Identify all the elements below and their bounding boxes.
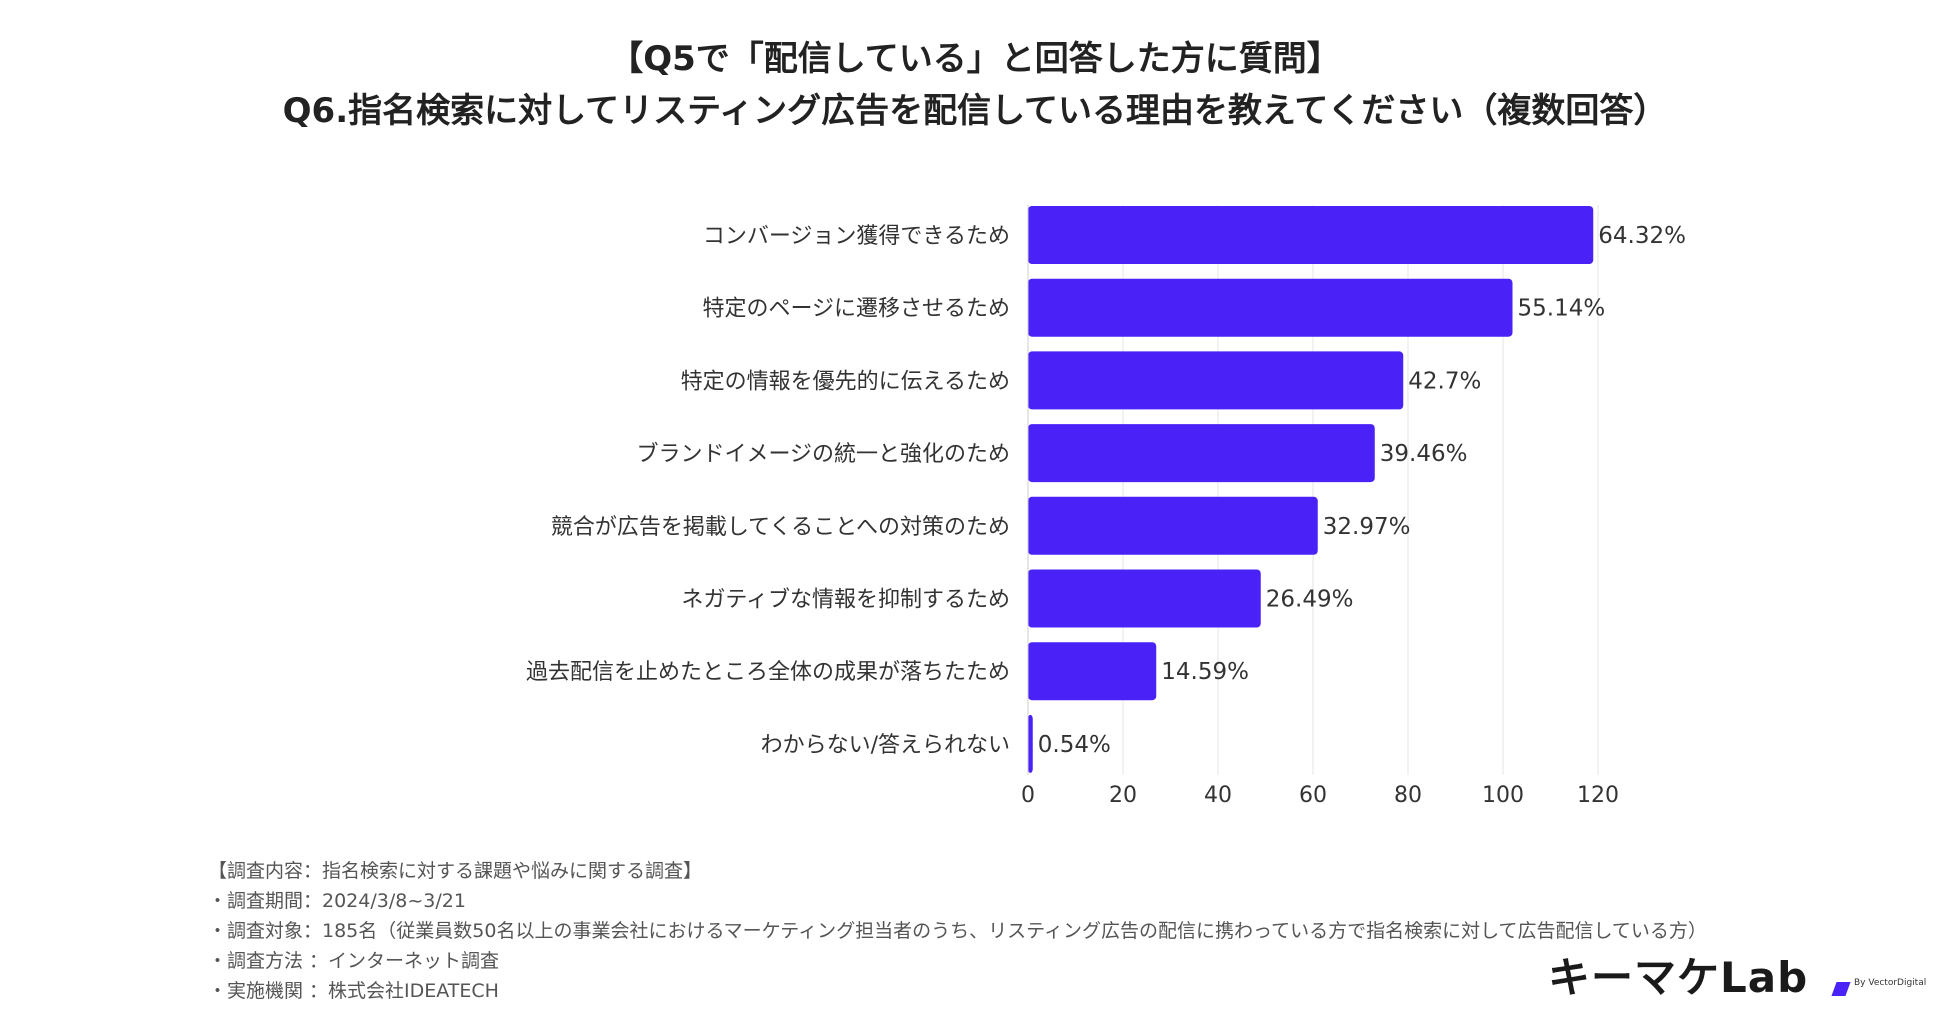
chart-title-line1: 【Q5で「配信している」と回答した方に質問】 [609,39,1341,79]
survey-note-organization: ・実施機関 ：株式会社IDEATECH [208,980,499,1002]
x-tick-label-40: 40 [1204,783,1232,808]
x-tick-label-60: 60 [1299,783,1327,808]
bar-3 [1028,351,1404,410]
value-label-5: 32.97% [1323,514,1411,540]
value-label-6: 26.49% [1266,587,1354,613]
bar-6 [1028,569,1261,628]
bar-2 [1028,278,1513,337]
survey-note-period: ・調査期間：2024/3/8~3/21 [208,890,466,912]
bar-4 [1028,424,1375,483]
value-label-4: 39.46% [1380,441,1468,467]
logo-accent-mark [1831,982,1851,996]
value-label-3: 42.7% [1408,368,1481,394]
x-tick-label-0: 0 [1021,783,1035,808]
bar-1 [1028,206,1594,264]
survey-note-method: ・調査方法 ：インターネット調査 [208,950,500,972]
brand-logo: キーマケLab By VectorDigital [1548,952,1928,1004]
chart-title-line2: Q6.指名検索に対してリスティング広告を配信している理由を教えてください（複数回… [282,91,1668,131]
value-label-2: 55.14% [1518,296,1606,322]
category-label-3: 特定の情報を優先的に伝えるため [681,369,1010,394]
survey-notes: 【調査内容：指名検索に対する課題や悩みに関する調査】 ・調査期間：2024/3/… [208,856,1707,1006]
logo-text: キーマケLab [1548,953,1809,1002]
x-tick-label-20: 20 [1109,783,1137,808]
x-tick-label-120: 120 [1577,783,1619,808]
category-label-4: ブランドイメージの統一と強化のため [636,442,1010,467]
logo-subtext: By VectorDigital [1854,978,1927,988]
x-tick-label-80: 80 [1394,783,1422,808]
value-label-8: 0.54% [1038,732,1111,758]
category-label-1: コンバージョン獲得できるため [703,224,1010,249]
category-label-6: ネガティブな情報を抑制するため [681,588,1010,613]
category-label-8: わからない/答えられない [761,733,1010,758]
category-label-5: 競合が広告を掲載してくることへの対策のため [551,515,1010,540]
survey-note-target: ・調査対象：185名（従業員数50名以上の事業会社におけるマーケティング担当者の… [208,920,1707,942]
bar-chart: コンバージョン獲得できるため 64.32% 特定のページに遷移させるため 55.14%… [526,205,1686,808]
bar-7 [1028,642,1157,701]
category-label-2: 特定のページに遷移させるため [702,297,1010,322]
bar-5 [1028,496,1318,555]
category-label-7: 過去配信を止めたところ全体の成果が落ちたため [526,660,1010,685]
value-label-7: 14.59% [1161,659,1249,685]
value-label-1: 64.32% [1598,223,1686,249]
x-tick-label-100: 100 [1482,783,1524,808]
survey-note-content: 【調査内容：指名検索に対する課題や悩みに関する調査】 [208,860,703,882]
bar-8 [1028,714,1033,773]
